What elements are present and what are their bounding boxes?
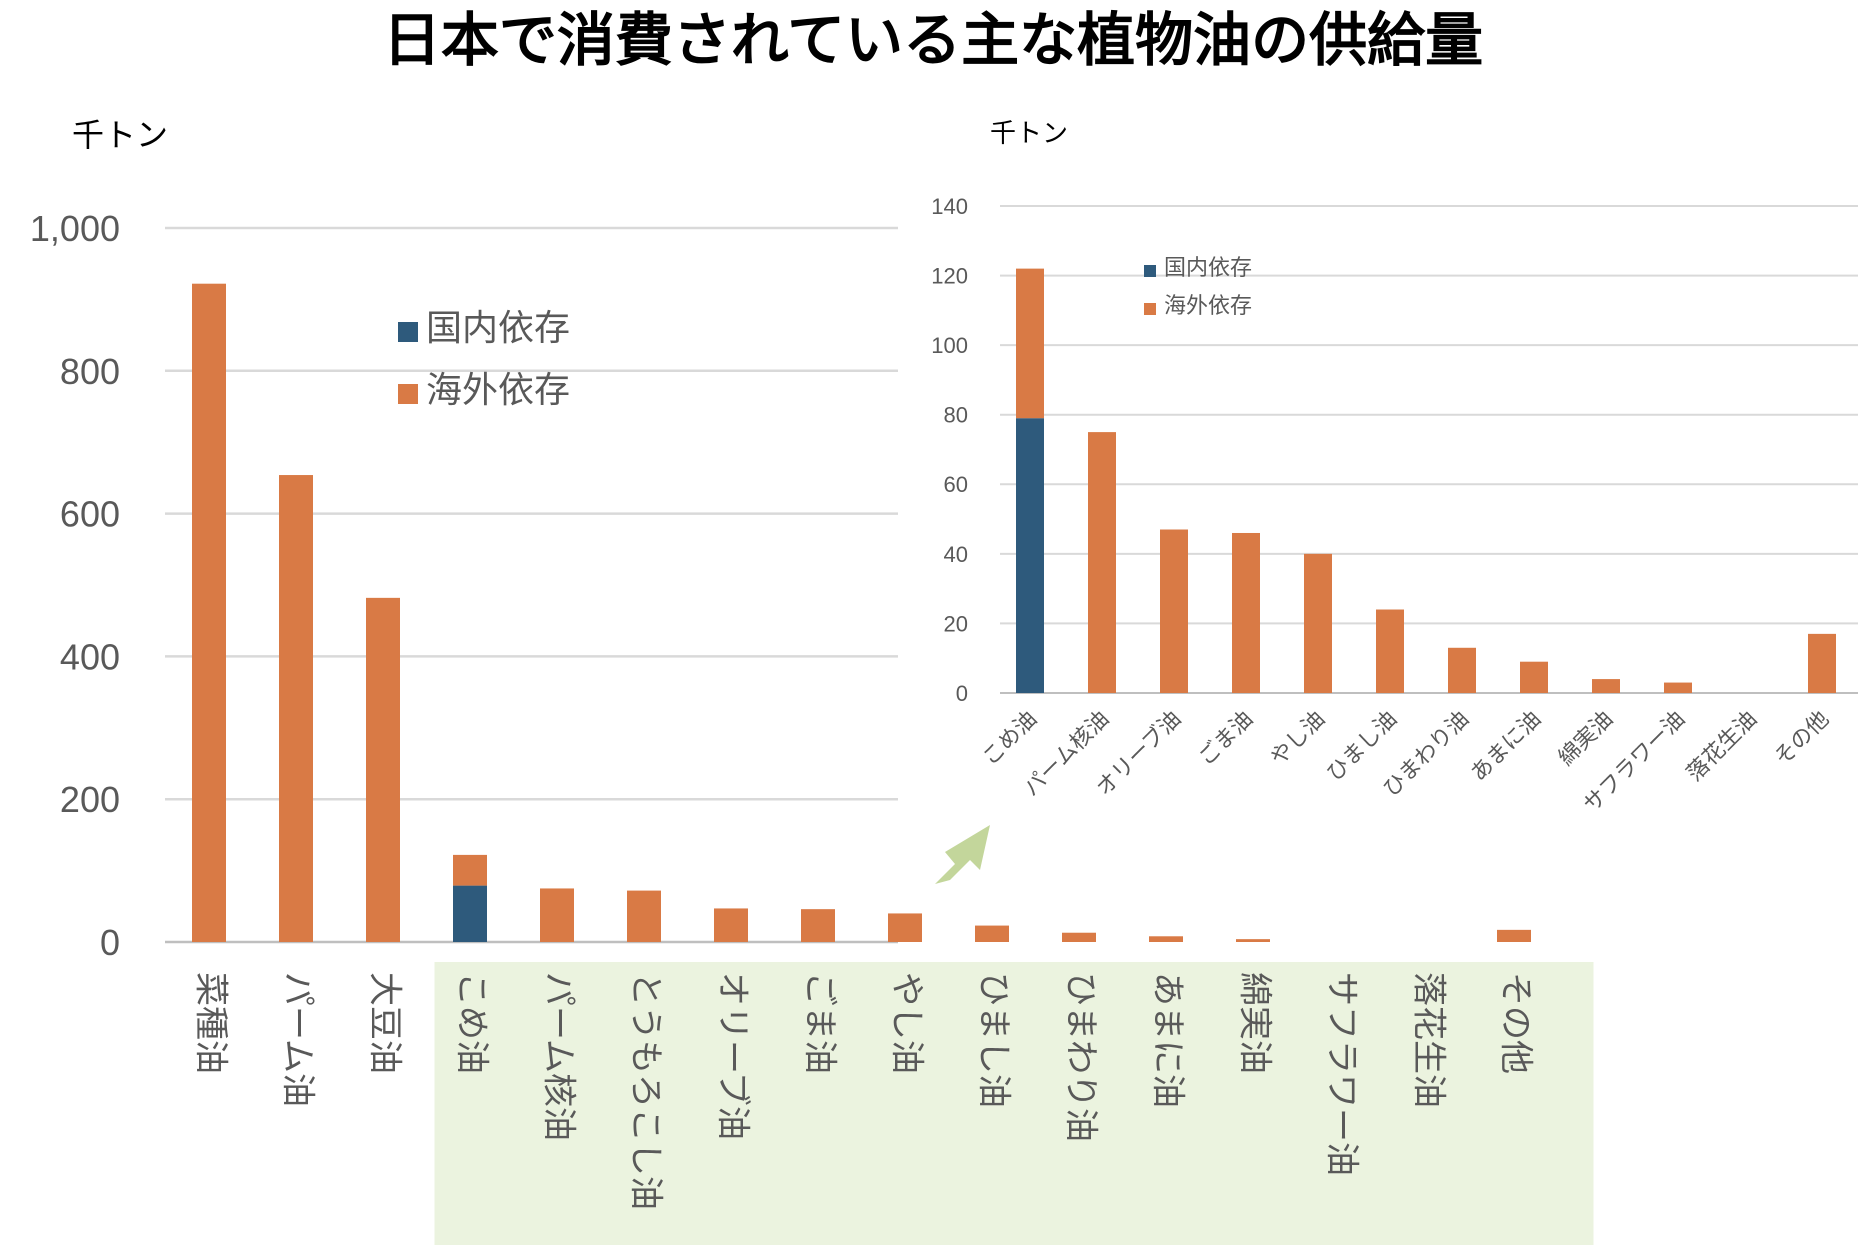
y-unit-label: 千トン	[990, 119, 1068, 149]
x-category-label: とうもろこし油	[626, 972, 666, 1210]
x-category-label: 菜種油	[191, 972, 231, 1074]
x-category-label: こめ油	[452, 972, 492, 1074]
bar-overseas	[1664, 682, 1692, 693]
legend-label: 海外依存	[1164, 294, 1252, 319]
x-category-label: あまに油	[1148, 972, 1188, 1108]
bar-overseas	[1062, 932, 1096, 942]
bar-overseas	[888, 913, 922, 942]
y-tick-label: 400	[60, 636, 120, 677]
x-category-label: あまに油	[1466, 707, 1546, 787]
y-tick-label: 800	[60, 351, 120, 392]
legend-swatch	[1144, 265, 1156, 277]
x-category-label: その他	[1496, 972, 1536, 1074]
bar-overseas	[1088, 432, 1116, 693]
page-title: 日本で消費されている主な植物油の供給量	[382, 6, 1484, 74]
highlight-region	[434, 962, 1594, 1245]
bar-overseas	[1232, 532, 1260, 693]
y-tick-label: 100	[931, 333, 968, 358]
x-category-label: こめ油	[978, 707, 1042, 771]
x-category-label: ごま油	[800, 972, 840, 1074]
bar-overseas	[192, 283, 226, 942]
bar-overseas	[1808, 633, 1836, 693]
y-tick-label: 600	[60, 494, 120, 535]
bar-overseas	[279, 475, 313, 942]
legend-label: 国内依存	[1164, 256, 1252, 281]
x-category-label: ごま油	[1194, 707, 1258, 771]
x-category-label: 綿実油	[1235, 972, 1275, 1074]
bar-domestic	[1016, 418, 1044, 693]
bar-overseas	[801, 909, 835, 942]
main-chart: 千トン02004006008001,000菜種油 パーム油 大豆油 こめ油 パーム核油と…	[30, 116, 1594, 1245]
x-category-label: ひまし油	[974, 972, 1014, 1108]
y-tick-label: 140	[931, 194, 968, 219]
legend-swatch	[398, 322, 418, 342]
bar-overseas	[1149, 936, 1183, 942]
bar-overseas	[1016, 268, 1044, 419]
x-category-label: パーム核油	[539, 972, 579, 1141]
bar-overseas	[540, 888, 574, 942]
x-category-label: オリーブ油	[713, 972, 753, 1140]
x-category-label: 落花生油	[1409, 972, 1449, 1108]
bar-overseas	[453, 854, 487, 886]
bar-overseas	[1304, 553, 1332, 693]
bar-overseas	[1592, 679, 1620, 693]
y-tick-label: 20	[944, 611, 968, 636]
bar-overseas	[1497, 929, 1531, 942]
y-tick-label: 0	[956, 681, 968, 706]
bar-overseas	[1376, 609, 1404, 693]
bar-overseas	[366, 597, 400, 942]
y-tick-label: 200	[60, 779, 120, 820]
legend-label: 国内依存	[426, 308, 570, 349]
y-tick-label: 40	[944, 542, 968, 567]
y-tick-label: 80	[944, 403, 968, 428]
y-tick-label: 60	[944, 472, 968, 497]
x-category-label: その他	[1770, 707, 1834, 771]
arrow-icon	[935, 825, 990, 884]
bar-overseas	[627, 890, 661, 942]
x-category-label: 綿実油	[1554, 707, 1618, 771]
bar-domestic	[453, 885, 487, 942]
legend-label: 海外依存	[426, 370, 570, 411]
x-category-label: サフラワー油	[1322, 972, 1362, 1176]
bar-overseas	[975, 925, 1009, 942]
legend-swatch	[398, 384, 418, 404]
y-unit-label: 千トン	[72, 116, 168, 154]
x-category-label: やし油	[1266, 707, 1330, 771]
bar-overseas	[1160, 529, 1188, 693]
bar-overseas	[714, 908, 748, 942]
y-tick-label: 120	[931, 263, 968, 288]
y-tick-label: 0	[100, 922, 120, 963]
bar-overseas	[1448, 647, 1476, 693]
x-category-label: パーム油	[278, 972, 318, 1107]
bar-overseas	[1520, 661, 1548, 693]
x-category-label: やし油	[887, 972, 927, 1074]
x-category-label: 大豆油	[365, 972, 405, 1074]
x-category-label: 落花生油	[1682, 707, 1762, 787]
legend-swatch	[1144, 303, 1156, 315]
bar-overseas	[1236, 939, 1270, 942]
y-tick-label: 1,000	[30, 208, 120, 249]
x-category-label: ひまわり油	[1061, 972, 1101, 1142]
